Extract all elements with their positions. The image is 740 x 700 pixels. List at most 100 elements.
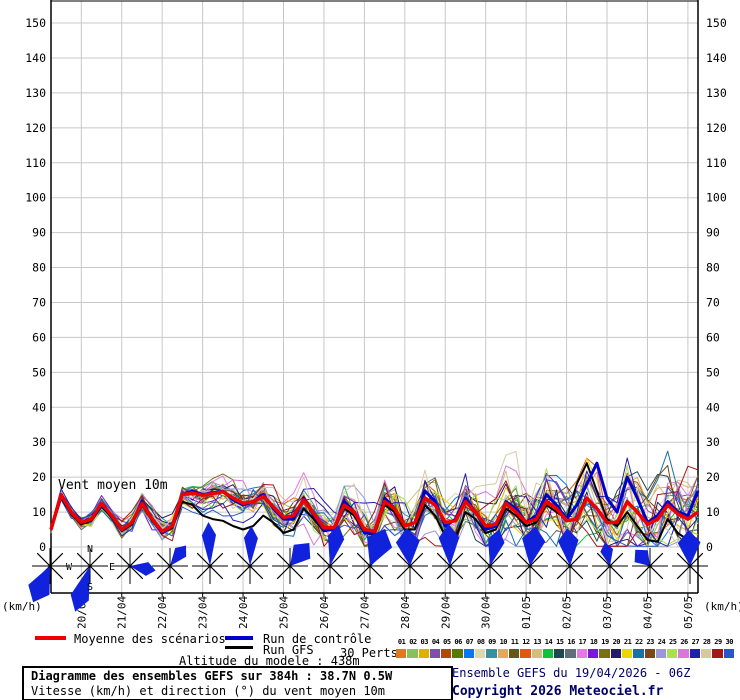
pert-column: 28 [701, 636, 712, 658]
pert-number: 12 [522, 638, 530, 646]
wind-rose [672, 530, 708, 584]
svg-text:(km/h): (km/h) [2, 600, 42, 613]
wind-rose [70, 548, 108, 612]
control-line-swatch [225, 636, 253, 640]
pert-color-swatch [621, 649, 633, 658]
svg-text:10: 10 [706, 505, 720, 519]
wind-rose [392, 528, 428, 584]
pert-number: 28 [702, 638, 711, 646]
svg-text:21/04: 21/04 [116, 596, 129, 629]
wind-rose [28, 548, 68, 603]
perturbation-legend: 01 02 03 04 05 06 07 08 09 10 11 12 13 14 15 16 17 18 19 20… [396, 636, 735, 658]
wind-direction-arrow [522, 526, 546, 566]
wind-rose [312, 524, 348, 584]
pert-color-swatch [678, 649, 689, 658]
pert-number: 14 [544, 638, 553, 646]
pert-column: 29 [712, 636, 723, 658]
pert-color-swatch [689, 649, 701, 658]
pert-color-swatch [554, 649, 565, 658]
grid-lines [51, 1, 698, 593]
pert-column: 01 [396, 636, 407, 658]
pert-color-swatch [633, 649, 644, 658]
pert-color-swatch [610, 649, 621, 658]
member-line [50, 479, 699, 547]
pert-number: 10 [499, 638, 508, 646]
pert-number: 20 [612, 638, 621, 646]
svg-text:100: 100 [706, 191, 727, 205]
pert-color-swatch [508, 649, 520, 658]
svg-text:03/05: 03/05 [601, 596, 614, 629]
pert-color-swatch [655, 649, 667, 658]
pert-column: 03 [418, 636, 430, 658]
wind-direction-arrow [488, 529, 505, 566]
pert-column: 08 [475, 636, 486, 658]
wind-direction-arrow [677, 530, 701, 566]
pert-number: 18 [589, 638, 598, 646]
mean-line [49, 490, 699, 534]
svg-text:(km/h): (km/h) [704, 600, 740, 613]
svg-text:24/04: 24/04 [237, 596, 250, 629]
svg-text:110: 110 [706, 156, 727, 170]
svg-text:120: 120 [706, 121, 727, 135]
wind-direction-arrow [244, 526, 258, 566]
pert-color-swatch [542, 649, 554, 658]
wind-rose [232, 526, 268, 584]
pert-column: 02 [407, 636, 418, 658]
svg-text:30: 30 [32, 435, 46, 449]
pert-number: 24 [657, 638, 666, 646]
pert-number: 07 [465, 638, 474, 646]
pert-color-swatch [407, 649, 418, 658]
pert-column: 04 [429, 636, 441, 658]
pert-number: 15 [556, 638, 564, 646]
pert-color-swatch [429, 649, 441, 658]
legend-control-label: Run de contrôle [263, 632, 372, 646]
svg-text:110: 110 [25, 156, 46, 170]
pert-number: 04 [431, 638, 440, 646]
wind-rose [632, 548, 668, 584]
svg-text:02/05: 02/05 [561, 596, 574, 629]
svg-text:20: 20 [32, 470, 46, 484]
pert-column: 21 [621, 636, 633, 658]
wind-direction-arrow [367, 528, 393, 566]
svg-text:60: 60 [32, 330, 46, 344]
svg-text:W: W [66, 562, 73, 573]
pert-column: 22 [633, 636, 644, 658]
pert-number: 06 [454, 638, 462, 646]
pert-column: 07 [463, 636, 475, 658]
pert-color-swatch [486, 649, 497, 658]
svg-text:50: 50 [706, 365, 720, 379]
svg-text:01/05: 01/05 [520, 596, 533, 629]
pert-color-swatch [441, 649, 452, 658]
svg-text:150: 150 [25, 16, 46, 30]
pert-column: 09 [486, 636, 497, 658]
wind-direction-arrow [201, 522, 216, 566]
compass-labels: N E S W [66, 544, 115, 593]
wind-direction-arrow [70, 566, 90, 612]
pert-column: 11 [508, 636, 520, 658]
pert-column: 14 [542, 636, 554, 658]
legend-gfs-label: Run GFS [263, 643, 314, 657]
pert-color-swatch [576, 649, 588, 658]
pert-column: 16 [565, 636, 576, 658]
x-date-labels: 20/04 21/04 22/04 23/04 24/04 25/04 26/04 27/04… [75, 596, 695, 629]
wind-direction-arrow [600, 542, 613, 566]
svg-text:150: 150 [706, 16, 727, 30]
pert-column: 13 [531, 636, 543, 658]
pert-color-swatch [452, 649, 463, 658]
pert-column: 23 [644, 636, 656, 658]
chart-title: Diagramme des ensembles GEFS sur 384h : … [31, 669, 393, 683]
pert-color-swatch [418, 649, 429, 658]
pert-column: 05 [441, 636, 452, 658]
pert-column: 10 [497, 636, 509, 658]
wind-direction-arrow [130, 562, 156, 576]
svg-text:40: 40 [32, 400, 46, 414]
pert-column: 27 [689, 636, 701, 658]
wind-roses [28, 522, 708, 612]
wind-rose [472, 529, 508, 584]
pert-color-swatch [463, 649, 475, 658]
svg-text:S: S [87, 582, 93, 593]
run-info-label: Ensemble GEFS du 19/04/2026 - 06Z [452, 666, 691, 680]
pert-number: 25 [669, 638, 677, 646]
svg-text:20: 20 [706, 470, 720, 484]
